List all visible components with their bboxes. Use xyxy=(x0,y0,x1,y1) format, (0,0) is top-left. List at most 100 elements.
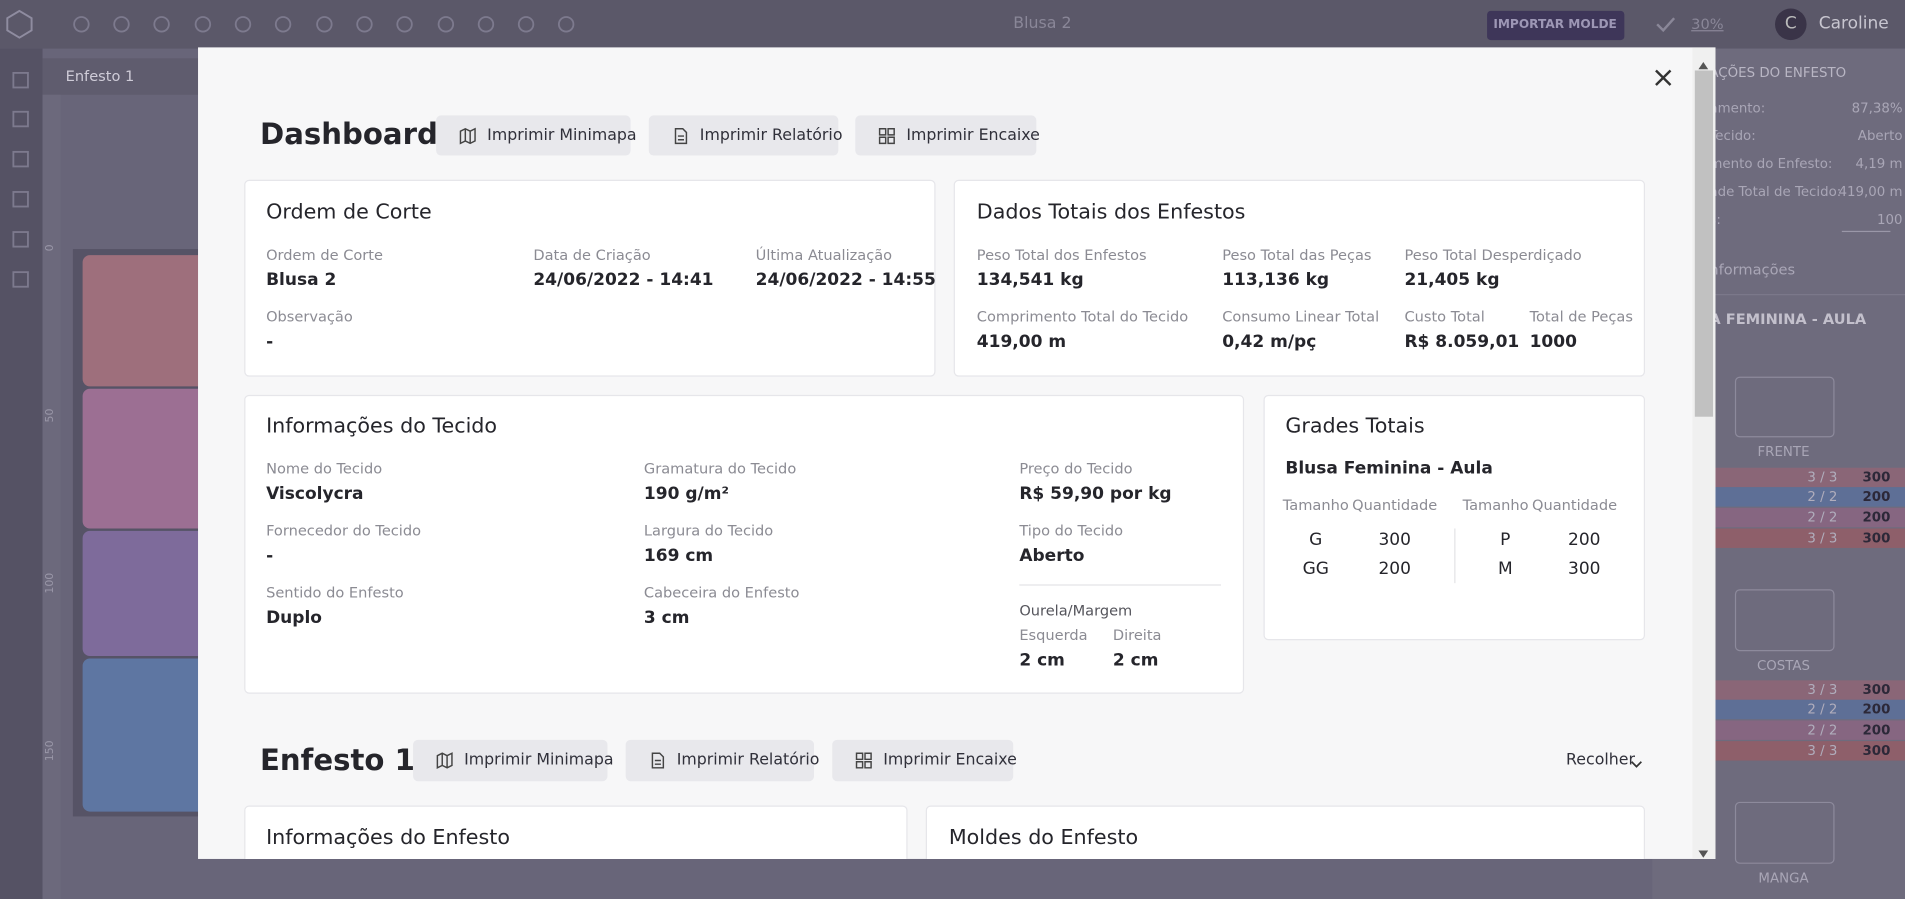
pattern-piece xyxy=(82,255,207,387)
side-tool-icon-svg xyxy=(12,191,29,208)
print-button[interactable] xyxy=(413,739,608,782)
field-label: Largura do Tecido xyxy=(643,522,774,540)
field-value: Duplo xyxy=(266,608,322,628)
panel-divider xyxy=(1664,294,1905,296)
piece-row xyxy=(1664,720,1905,740)
field-value: 169 cm xyxy=(643,546,714,566)
logo xyxy=(5,9,34,39)
field-value: 24/06/2022 - 14:55 xyxy=(755,270,936,290)
print-button-icon-svg xyxy=(878,127,895,144)
pattern-piece xyxy=(82,530,207,657)
piece-name: COSTAS xyxy=(1756,657,1811,674)
tool-icon xyxy=(476,15,495,34)
piece-row-qty: 300 xyxy=(1862,682,1891,698)
user-name[interactable]: Caroline xyxy=(1818,14,1889,34)
field-value: R$ 59,90 por kg xyxy=(1019,484,1172,504)
scroll-up-svg xyxy=(1698,61,1709,70)
tool-icon-svg xyxy=(73,16,90,33)
print-button[interactable] xyxy=(855,115,1037,156)
piece-thumb xyxy=(1734,376,1835,438)
piece-row-qty: 200 xyxy=(1862,488,1891,505)
field-label: Peso Total das Peças xyxy=(1222,246,1372,264)
field-label: Fornecedor do Tecido xyxy=(266,522,422,540)
field-label: Peso Total Desperdiçado xyxy=(1404,246,1582,264)
scroll-down xyxy=(1697,841,1709,858)
piece-row xyxy=(1664,467,1905,488)
tool-icon-svg xyxy=(477,16,495,33)
grade-qty: 300 xyxy=(1378,530,1411,550)
field-value: 1000 xyxy=(1529,332,1577,352)
field-label: Comprimento Total do Tecido xyxy=(976,308,1189,326)
tool-icon-svg xyxy=(194,16,212,33)
tool-icon xyxy=(436,15,455,34)
field-value: 2 cm xyxy=(1019,650,1065,671)
import-button[interactable] xyxy=(1487,10,1625,41)
piece-name: MANGA xyxy=(1758,870,1809,887)
field-label: Direita xyxy=(1112,626,1162,644)
field-value: 24/06/2022 - 14:41 xyxy=(533,270,714,290)
card-title: Informações do Tecido xyxy=(266,414,498,439)
print-button-label[interactable]: Imprimir Minimapa xyxy=(464,751,614,770)
tool-icon xyxy=(395,15,414,34)
scroll-up xyxy=(1697,52,1709,70)
print-button[interactable] xyxy=(436,115,631,156)
piece-row-qty: 200 xyxy=(1862,701,1891,718)
panel-heading: AÇÕES DO ENFESTO xyxy=(1709,64,1847,81)
grades-header: Tamanho xyxy=(1462,496,1529,514)
piece-row xyxy=(1664,528,1905,548)
grades-header: Quantidade xyxy=(1352,496,1438,514)
field-value: 0,42 m/pç xyxy=(1222,332,1317,352)
print-button-icon-svg xyxy=(459,126,476,144)
field-label: Preço do Tecido xyxy=(1019,460,1133,478)
field-value: 2 cm xyxy=(1112,650,1159,671)
side-tool-icon-svg xyxy=(12,110,29,128)
panel-row-value: 100 xyxy=(1877,211,1903,228)
panel-row-value: 4,19 m xyxy=(1855,156,1903,172)
print-button-label[interactable]: Imprimir Minimapa xyxy=(487,125,637,145)
piece-row xyxy=(1664,487,1905,507)
field-value: Blusa 2 xyxy=(266,270,337,290)
print-button-label[interactable]: Imprimir Relatório xyxy=(699,125,843,145)
panel-row-label: mento do Enfesto: xyxy=(1709,156,1833,172)
print-button-label[interactable]: Imprimir Relatório xyxy=(676,751,820,770)
tool-icon xyxy=(355,15,374,34)
collapse-toggle[interactable]: Recolher xyxy=(1566,751,1635,770)
spread-patterns-card xyxy=(925,805,1646,859)
field-label: Gramatura do Tecido xyxy=(643,460,797,478)
close-button xyxy=(1654,68,1673,87)
piece-row xyxy=(1664,699,1905,720)
piece-row-qty: 300 xyxy=(1862,530,1891,546)
piece-row-count: 3 / 3 xyxy=(1807,742,1838,759)
field-label: Esquerda xyxy=(1019,626,1088,644)
tab-label[interactable]: Enfesto 1 xyxy=(65,67,135,85)
side-tool-icon xyxy=(11,109,30,128)
tool-icon-svg xyxy=(557,16,575,33)
print-button-label[interactable]: Imprimir Encaixe xyxy=(883,751,1017,770)
import-button-label[interactable]: IMPORTAR MOLDE xyxy=(1493,18,1617,32)
print-button-icon-svg xyxy=(436,752,453,770)
field-value: - xyxy=(266,546,274,566)
tool-icon-svg xyxy=(437,16,455,33)
ruler-label: 50 xyxy=(44,408,57,423)
print-button[interactable] xyxy=(832,739,1014,782)
grade-qty: 200 xyxy=(1378,559,1411,580)
piece-row-count: 3 / 3 xyxy=(1807,469,1838,486)
panel-group: A FEMININA - AULA xyxy=(1709,310,1867,328)
tool-icon xyxy=(152,15,171,34)
pattern-piece xyxy=(82,388,207,529)
side-tool-icon xyxy=(11,190,30,209)
close-button-svg xyxy=(1655,69,1672,86)
side-tool-icon-svg xyxy=(12,150,29,168)
side-tool-icon-svg xyxy=(12,231,29,248)
grade-size: G xyxy=(1309,530,1323,550)
panel-info-toggle[interactable]: nformações xyxy=(1709,260,1796,278)
print-button-label[interactable]: Imprimir Encaixe xyxy=(906,125,1040,145)
card-title: Grades Totais xyxy=(1285,414,1425,439)
print-button-icon-svg xyxy=(651,752,665,769)
field-value: Viscolycra xyxy=(266,484,364,504)
side-tool-icon xyxy=(11,270,30,289)
grade-size: GG xyxy=(1302,559,1329,580)
grades-header: Quantidade xyxy=(1531,496,1618,514)
tool-icon xyxy=(72,15,91,34)
card-title: Dados Totais dos Enfestos xyxy=(976,200,1246,225)
